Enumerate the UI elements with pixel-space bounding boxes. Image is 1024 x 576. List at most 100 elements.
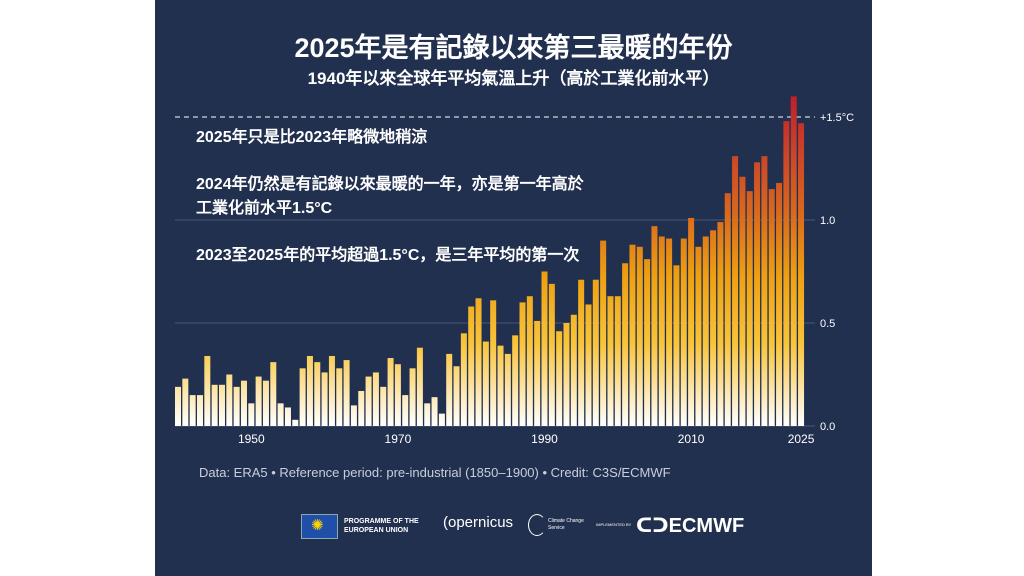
bar-1985 bbox=[504, 353, 511, 426]
bar-2003 bbox=[636, 246, 643, 426]
bar-1996 bbox=[585, 304, 592, 426]
bar-1965 bbox=[358, 390, 365, 426]
bar-2004 bbox=[644, 259, 651, 426]
bar-2005 bbox=[651, 226, 658, 426]
bar-1982 bbox=[482, 341, 489, 426]
bar-1948 bbox=[233, 386, 240, 426]
bar-1958 bbox=[306, 355, 313, 426]
bar-1980 bbox=[468, 306, 475, 426]
bar-1956 bbox=[292, 419, 299, 426]
bar-1999 bbox=[607, 296, 614, 426]
bar-2019 bbox=[754, 162, 761, 426]
bar-2000 bbox=[614, 296, 621, 426]
y-tick-label: 0.5 bbox=[820, 318, 835, 330]
bar-2012 bbox=[702, 236, 709, 426]
bar-2001 bbox=[622, 263, 629, 426]
bar-1995 bbox=[578, 279, 585, 426]
x-tick-label: 2025 bbox=[788, 432, 815, 446]
bar-1974 bbox=[424, 403, 431, 426]
bar-1972 bbox=[409, 368, 416, 426]
bar-1940 bbox=[175, 386, 181, 426]
bar-2018 bbox=[746, 191, 753, 426]
bar-2011 bbox=[695, 246, 702, 426]
bar-2022 bbox=[776, 182, 783, 426]
bar-1968 bbox=[380, 386, 387, 426]
copernicus-logo: (opernicus bbox=[443, 514, 514, 531]
bar-2014 bbox=[717, 222, 724, 426]
x-tick-label: 1970 bbox=[385, 432, 412, 446]
copernicus-text: opernicus bbox=[448, 514, 514, 531]
x-tick-label: 1950 bbox=[238, 432, 265, 446]
bar-1942 bbox=[189, 395, 196, 426]
x-tick-label: 2010 bbox=[678, 432, 705, 446]
bar-1971 bbox=[402, 395, 409, 426]
annotation-2: 2024年仍然是有記錄以來最暖的一年，亦是第一年高於工業化前水平1.5°C bbox=[196, 176, 584, 217]
ecmwf-symbol-icon: ᑕᑐ bbox=[636, 515, 669, 537]
bar-2006 bbox=[658, 236, 665, 426]
bar-1966 bbox=[365, 376, 372, 426]
bar-1981 bbox=[475, 298, 482, 426]
bar-2020 bbox=[761, 156, 768, 426]
bar-2015 bbox=[724, 193, 731, 426]
bar-1976 bbox=[438, 413, 445, 426]
bar-1978 bbox=[453, 366, 460, 426]
bar-1975 bbox=[431, 397, 438, 426]
bar-1967 bbox=[372, 372, 379, 426]
bar-2010 bbox=[688, 217, 695, 426]
bar-2023 bbox=[783, 121, 790, 427]
bar-1964 bbox=[350, 405, 357, 426]
bar-1955 bbox=[284, 407, 291, 426]
bar-1961 bbox=[328, 355, 335, 426]
bar-1991 bbox=[548, 283, 555, 426]
bar-1947 bbox=[226, 374, 233, 426]
bar-2009 bbox=[680, 238, 687, 426]
bar-1959 bbox=[314, 362, 321, 426]
annotation-3: 2023至2025年的平均超過1.5°C，是三年平均的第一次 bbox=[196, 247, 580, 264]
bar-2013 bbox=[710, 230, 717, 426]
c3s-thermometer-icon bbox=[528, 514, 546, 536]
bar-1993 bbox=[563, 323, 570, 426]
bar-2017 bbox=[739, 176, 746, 426]
bar-1994 bbox=[570, 314, 577, 426]
y-tick-label: 0.0 bbox=[820, 421, 835, 433]
bar-1946 bbox=[218, 384, 225, 426]
bar-2016 bbox=[732, 156, 739, 426]
bar-1962 bbox=[336, 368, 343, 426]
c3s-text: Climate Change Service bbox=[548, 518, 584, 531]
bar-1952 bbox=[262, 380, 269, 426]
bar-1970 bbox=[394, 364, 401, 426]
bar-1973 bbox=[416, 347, 423, 426]
bar-1992 bbox=[556, 331, 563, 426]
bar-1954 bbox=[277, 403, 284, 426]
bar-2025 bbox=[798, 123, 805, 427]
bar-1977 bbox=[446, 353, 453, 426]
bar-1984 bbox=[497, 345, 504, 426]
bar-1953 bbox=[270, 362, 277, 426]
bar-1951 bbox=[255, 376, 262, 426]
bar-1945 bbox=[211, 384, 218, 426]
source-credit: Data: ERA5 • Reference period: pre-indus… bbox=[199, 465, 671, 480]
bar-1979 bbox=[460, 333, 467, 426]
ecmwf-logo: ᑕᑐECMWF bbox=[636, 513, 744, 538]
eu-flag-logo: ✺ bbox=[301, 514, 338, 539]
chart-subtitle: 1940年以來全球年平均氣溫上升（高於工業化前水平） bbox=[307, 69, 720, 88]
bar-1963 bbox=[343, 360, 350, 426]
bar-1950 bbox=[248, 403, 255, 426]
bar-1960 bbox=[321, 372, 328, 426]
bar-1987 bbox=[519, 302, 526, 426]
bar-1997 bbox=[592, 279, 599, 426]
bar-1969 bbox=[387, 358, 394, 426]
bar-1998 bbox=[600, 240, 607, 426]
bar-1989 bbox=[534, 320, 541, 426]
bar-1944 bbox=[204, 355, 211, 426]
ecmwf-text: ECMWF bbox=[668, 515, 745, 537]
reference-line-label: +1.5°C bbox=[820, 112, 854, 124]
bar-1988 bbox=[526, 296, 533, 426]
x-tick-label: 1990 bbox=[531, 432, 558, 446]
implemented-by-text: IMPLEMENTED BY bbox=[596, 522, 632, 527]
bar-1957 bbox=[299, 368, 306, 426]
y-tick-label: 1.0 bbox=[820, 215, 835, 227]
annotation-1: 2025年只是比2023年略微地稍涼 bbox=[196, 129, 428, 146]
bar-1949 bbox=[240, 380, 247, 426]
